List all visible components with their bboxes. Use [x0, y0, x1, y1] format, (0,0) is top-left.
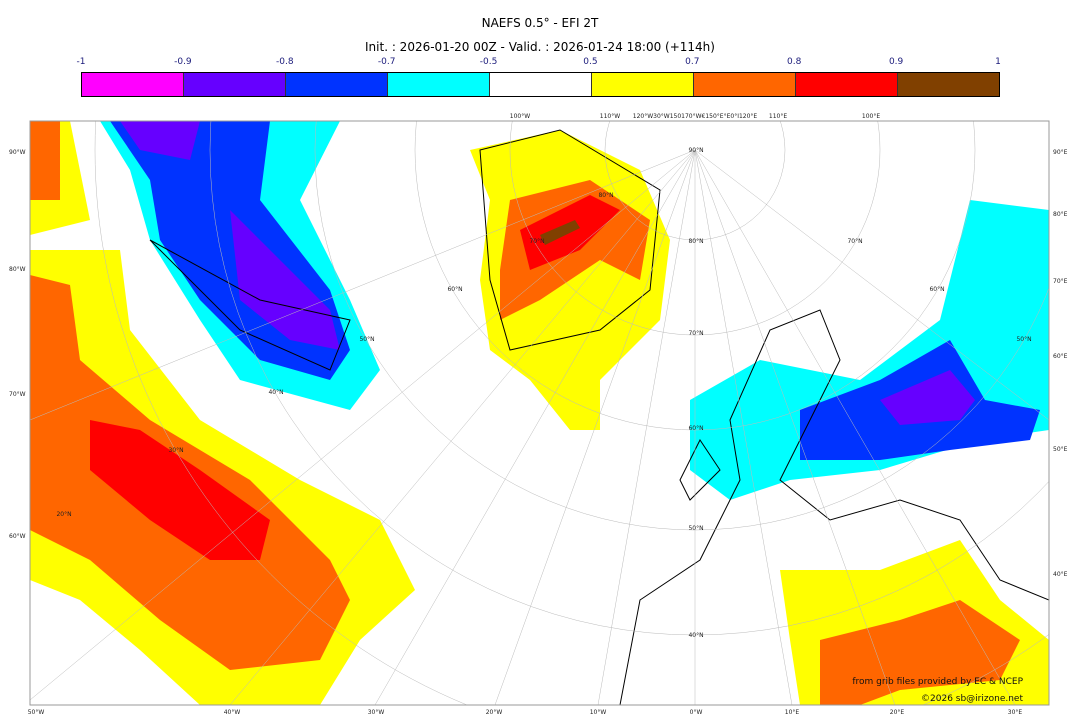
- colorbar-tick: 0.8: [787, 57, 802, 67]
- axis-label: 100°W: [510, 113, 530, 120]
- warm-region-nw-orange: [30, 121, 60, 200]
- coastline: [149, 129, 1049, 705]
- axis-label: 50°W: [28, 709, 45, 716]
- axis-label: 50°N: [688, 525, 703, 532]
- warm-region-greenland-brown: [540, 220, 580, 245]
- colorbar-swatch: [592, 73, 694, 96]
- axis-label: 50°E: [1053, 446, 1068, 453]
- axis-label: 10°W: [590, 709, 607, 716]
- source-credit: from grib files provided by EC & NCEP: [852, 677, 1023, 687]
- axis-label: 60°N: [929, 286, 944, 293]
- axis-label: 110°E: [769, 113, 787, 120]
- axis-label: 40°E: [1053, 571, 1068, 578]
- axis-label: 20°W: [486, 709, 503, 716]
- axis-label: 70°N: [847, 238, 862, 245]
- colorbar: [81, 72, 1000, 97]
- axis-label: 90°W: [9, 149, 26, 156]
- axis-label: 50°N: [359, 336, 374, 343]
- colorbar-tick: -0.7: [377, 57, 396, 67]
- axis-label: 60°N: [688, 425, 703, 432]
- axis-label: 30°E: [1008, 709, 1023, 716]
- cold-region-canada-purple: [120, 121, 340, 350]
- colorbar-tick: -0.9: [174, 57, 192, 67]
- colorbar-swatch: [694, 73, 796, 96]
- axis-label: 80°N: [598, 192, 613, 199]
- axis-labels: 50°W 40°W 30°W 20°W 10°W 0°W 10°E 20°E 30°E 90°W 8…: [9, 113, 1068, 716]
- graticule: [30, 121, 1049, 705]
- colorbar-tick: 1: [995, 57, 1001, 67]
- axis-label: 30°N: [168, 447, 183, 454]
- colorbar-swatch: [82, 73, 184, 96]
- axis-label: 20°E: [890, 709, 905, 716]
- axis-label: 30°W: [368, 709, 385, 716]
- colorbar-tick: -0.8: [275, 57, 294, 67]
- axis-label: 70°N: [529, 238, 544, 245]
- map-subtitle: Init. : 2026-01-20 00Z - Valid. : 2026-0…: [365, 40, 715, 54]
- colorbar-swatch: [388, 73, 490, 96]
- axis-label: 60°E: [1053, 353, 1068, 360]
- colorbar-tick: -1: [76, 57, 86, 67]
- colorbar-swatch: [490, 73, 592, 96]
- axis-label: 80°N: [688, 238, 703, 245]
- axis-label: 20°N: [56, 511, 71, 518]
- map-frame: [29, 120, 1050, 706]
- axis-label: 70°E: [1053, 278, 1068, 285]
- axis-label: 120°W30°W150170°W€150°E°E0°I120°E: [633, 113, 758, 120]
- axis-label: 110°W: [600, 113, 620, 120]
- colorbar-swatch: [898, 73, 999, 96]
- colorbar-swatch: [286, 73, 388, 96]
- warm-region-atlantic-red: [90, 420, 270, 560]
- cold-region-russia-purple: [880, 370, 975, 425]
- colorbar-tick: 0.5: [583, 57, 598, 67]
- axis-label: 0°W: [690, 709, 703, 716]
- axis-label: 80°W: [9, 266, 26, 273]
- axis-label: 90°E: [1053, 149, 1068, 156]
- axis-label: 50°N: [1016, 336, 1031, 343]
- axis-label: 60°W: [9, 533, 26, 540]
- colorbar-tick: -0.5: [479, 57, 498, 67]
- colorbar-tick: 0.7: [685, 57, 700, 67]
- axis-label: 10°E: [785, 709, 800, 716]
- axis-label: 70°W: [9, 391, 26, 398]
- colorbar-tick: 0.9: [888, 57, 904, 67]
- warm-region-med-orange: [820, 600, 1020, 705]
- axis-label: 90°N: [688, 147, 703, 154]
- colorbar-swatch: [184, 73, 286, 96]
- axis-label: 80°E: [1053, 211, 1068, 218]
- axis-label: 40°N: [268, 389, 283, 396]
- copyright: ©2026 sb@irizone.net: [921, 694, 1023, 704]
- axis-label: 40°W: [224, 709, 241, 716]
- colorbar-swatch: [796, 73, 898, 96]
- axis-label: 40°N: [688, 632, 703, 639]
- map-title: NAEFS 0.5° - EFI 2T: [481, 16, 599, 30]
- axis-label: 60°N: [447, 286, 462, 293]
- map-field: [30, 121, 1049, 705]
- axis-label: 70°N: [688, 330, 703, 337]
- axis-label: 100°E: [862, 113, 880, 120]
